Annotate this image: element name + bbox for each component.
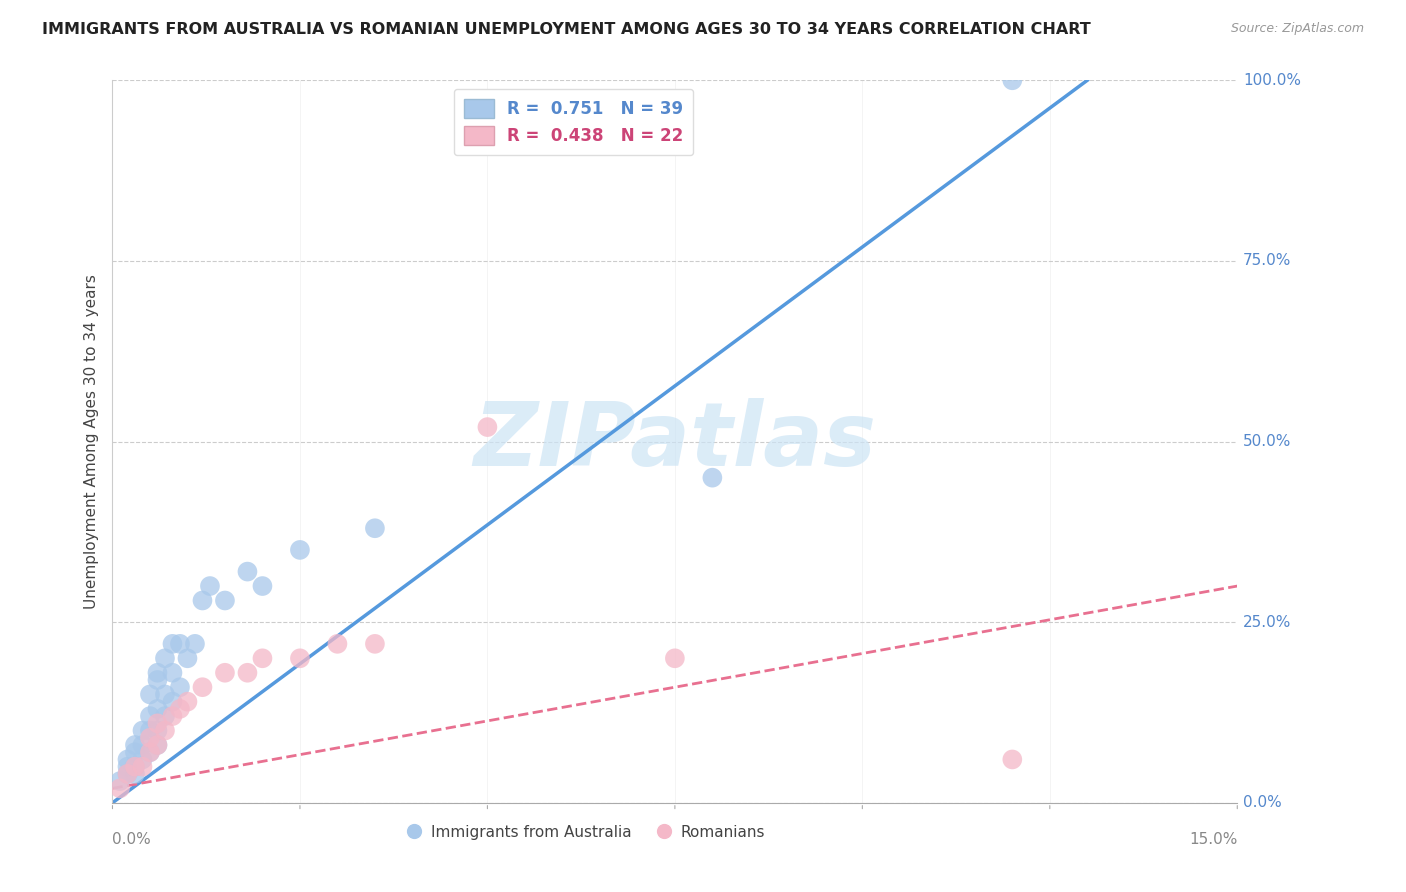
Point (139, 745, 162, 759)
Point (191, 593, 214, 607)
Point (139, 745, 162, 759)
Point (146, 716, 169, 731)
Text: Source: ZipAtlas.com: Source: ZipAtlas.com (1230, 22, 1364, 36)
Point (131, 723, 153, 738)
Text: 25.0%: 25.0% (1243, 615, 1291, 630)
Text: 75.0%: 75.0% (1243, 253, 1291, 268)
Text: 0.0%: 0.0% (112, 831, 152, 847)
Point (124, 760, 146, 774)
Point (664, 651, 686, 665)
Point (124, 745, 146, 759)
Point (131, 738, 153, 752)
Y-axis label: Unemployment Among Ages 30 to 34 years: Unemployment Among Ages 30 to 34 years (83, 274, 98, 609)
Text: 100.0%: 100.0% (1243, 73, 1301, 87)
Text: IMMIGRANTS FROM AUSTRALIA VS ROMANIAN UNEMPLOYMENT AMONG AGES 30 TO 34 YEARS COR: IMMIGRANTS FROM AUSTRALIA VS ROMANIAN UN… (42, 22, 1091, 37)
Point (153, 651, 176, 665)
Point (162, 695, 184, 709)
Point (131, 760, 153, 774)
Point (176, 695, 198, 709)
Point (139, 723, 162, 738)
Text: 0.0%: 0.0% (1243, 796, 1282, 810)
Text: ZIPatlas: ZIPatlas (474, 398, 876, 485)
Point (146, 702, 169, 716)
Point (139, 731, 162, 745)
Point (288, 542, 311, 557)
Point (214, 593, 236, 607)
Point (162, 665, 184, 680)
Text: 15.0%: 15.0% (1189, 831, 1237, 847)
Point (153, 687, 176, 701)
Point (153, 723, 176, 738)
Legend: Immigrants from Australia, Romanians: Immigrants from Australia, Romanians (399, 819, 770, 846)
Point (198, 579, 221, 593)
Point (169, 702, 191, 716)
Point (146, 738, 169, 752)
Point (146, 738, 169, 752)
Point (108, 781, 131, 796)
Point (124, 767, 146, 781)
Point (326, 637, 349, 651)
Point (236, 565, 259, 579)
Point (169, 637, 191, 651)
Point (364, 637, 387, 651)
Point (1001, 752, 1024, 766)
Point (124, 738, 146, 752)
Point (1001, 73, 1024, 87)
Point (191, 680, 214, 694)
Point (288, 651, 311, 665)
Point (176, 651, 198, 665)
Point (477, 420, 499, 434)
Point (146, 723, 169, 738)
Point (162, 637, 184, 651)
Point (236, 665, 259, 680)
Point (146, 665, 169, 680)
Point (252, 651, 274, 665)
Point (117, 767, 139, 781)
Point (139, 687, 162, 701)
Point (214, 665, 236, 680)
Point (139, 709, 162, 723)
Point (252, 579, 274, 593)
Point (153, 709, 176, 723)
Point (364, 521, 387, 535)
Point (162, 709, 184, 723)
Point (702, 470, 724, 484)
Point (117, 760, 139, 774)
Point (146, 673, 169, 687)
Text: 50.0%: 50.0% (1243, 434, 1291, 449)
Point (169, 680, 191, 694)
Point (131, 752, 153, 766)
Point (184, 637, 207, 651)
Point (117, 767, 139, 781)
Point (117, 752, 139, 766)
Point (108, 774, 131, 789)
Point (124, 760, 146, 774)
